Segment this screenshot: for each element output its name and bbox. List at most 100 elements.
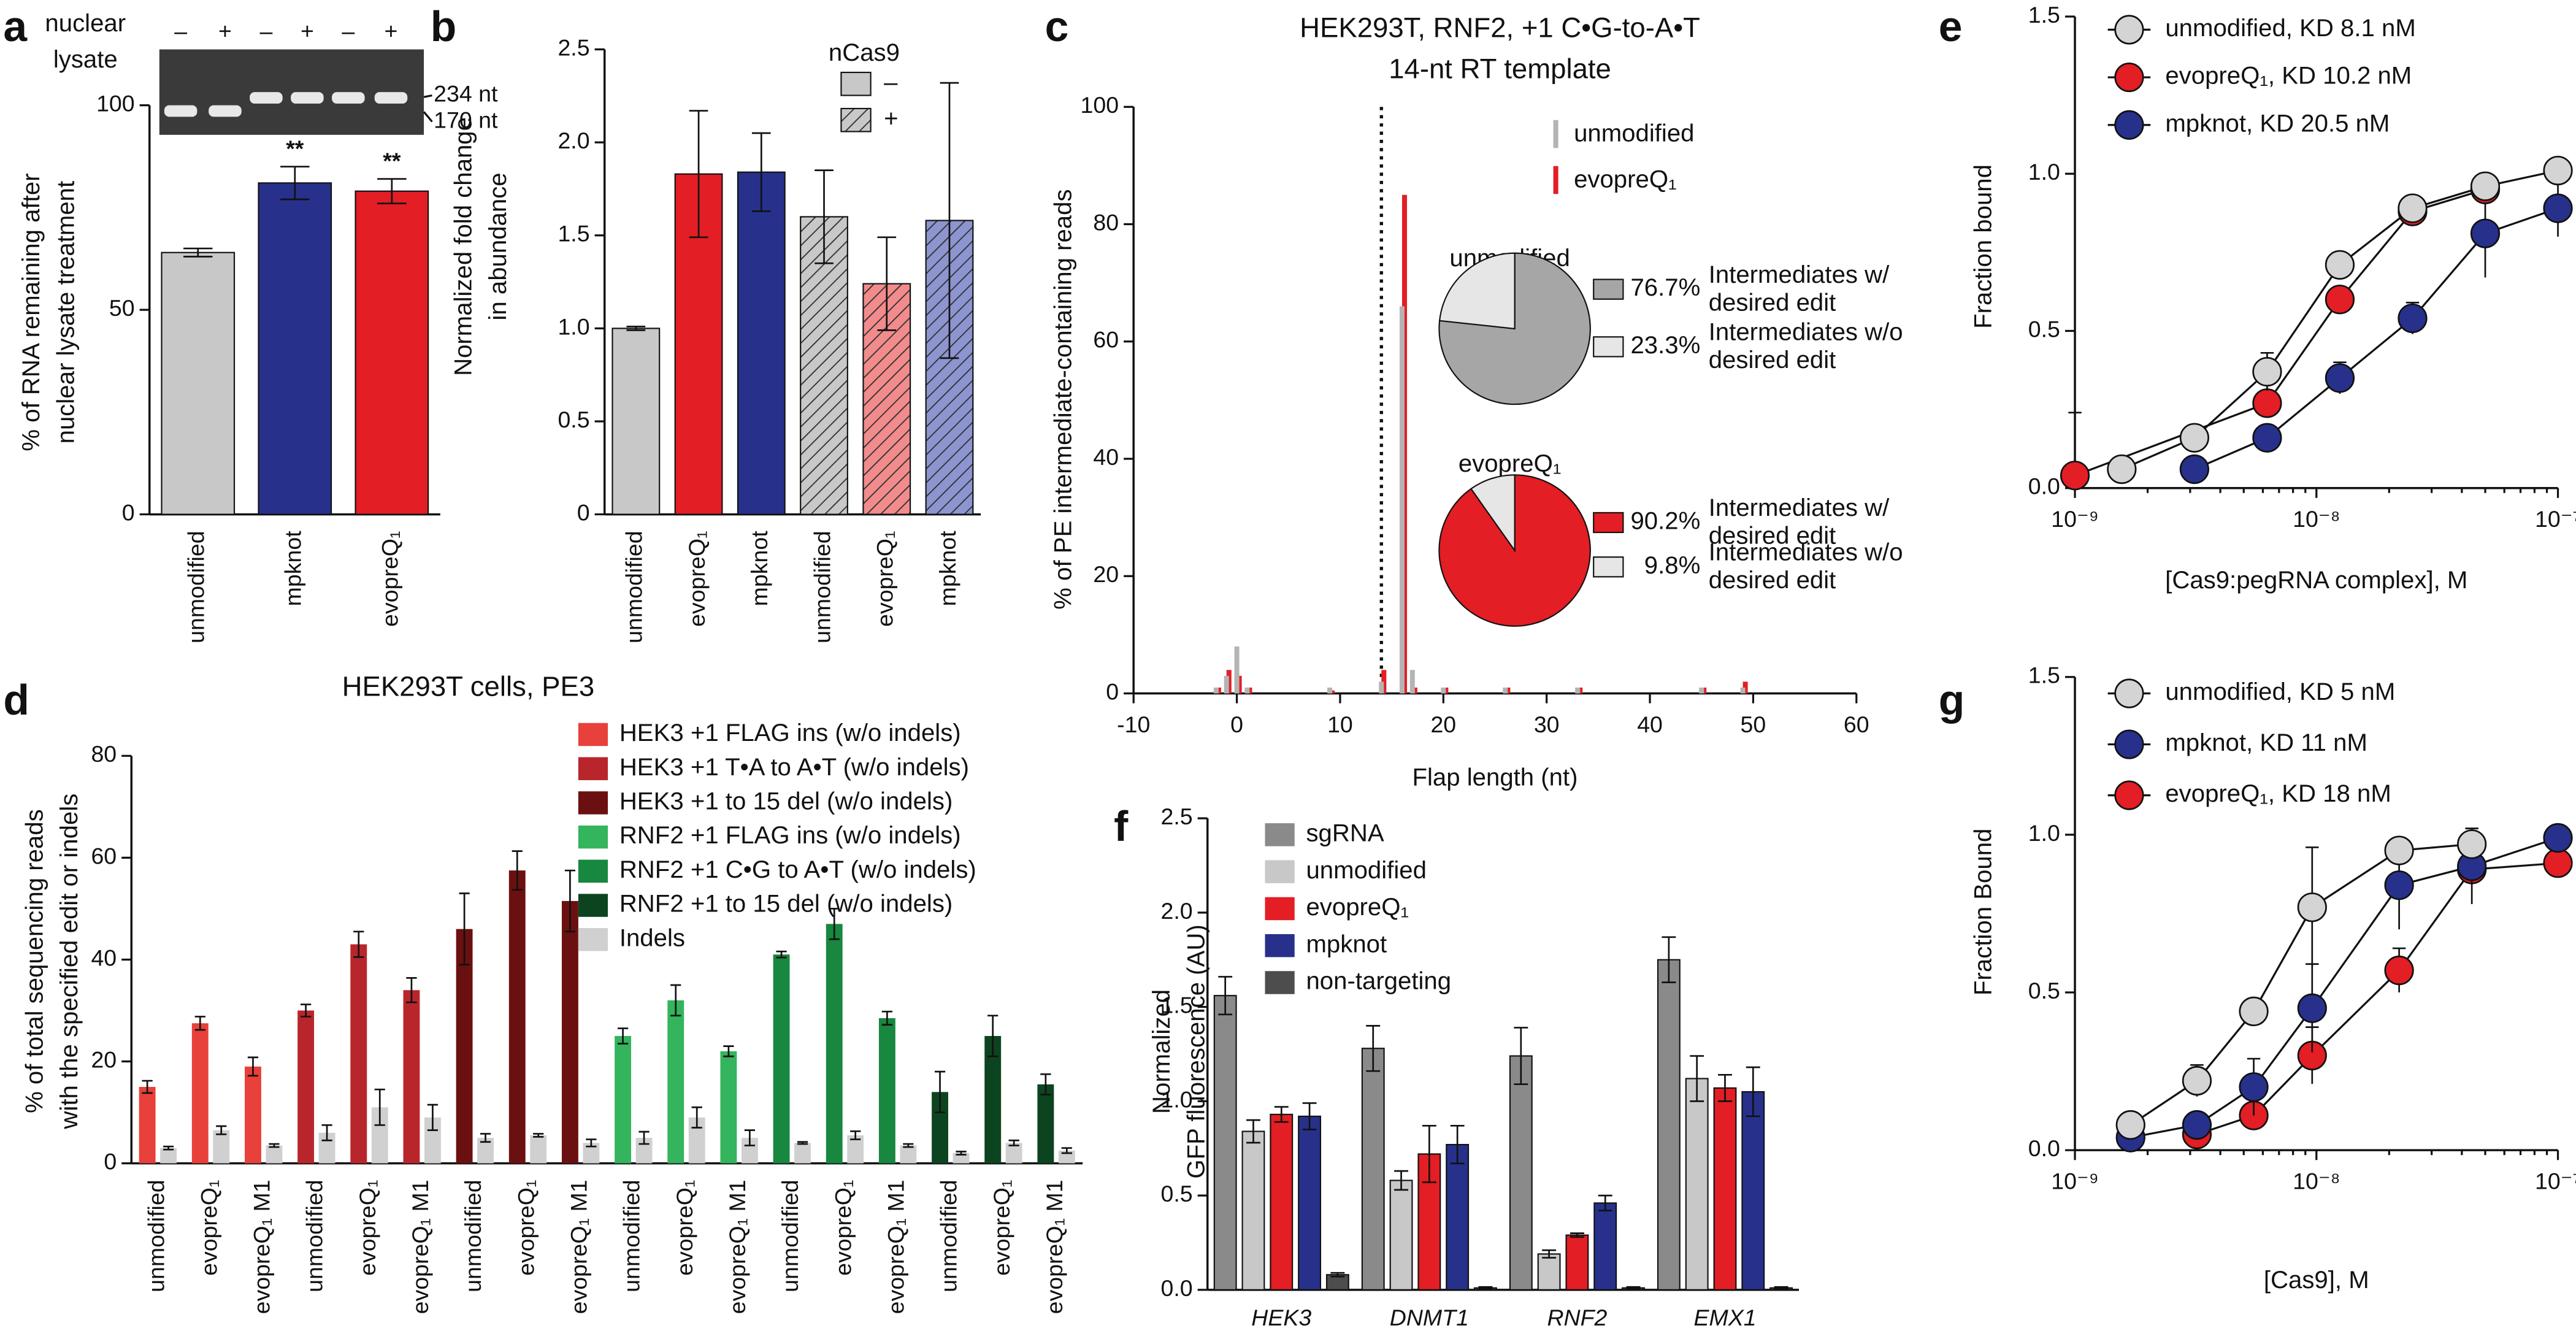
legend-label: non-targeting (1306, 967, 1451, 995)
panel-label: b (431, 2, 457, 50)
error-bar (744, 1129, 755, 1146)
bar (1399, 306, 1405, 694)
curve (2194, 207, 2559, 470)
error-bar (1366, 1025, 1381, 1072)
x-tick-label: RNF2 (1547, 1305, 1607, 1330)
panel-label: e (1939, 2, 1963, 50)
x-tick-label: evopreQ₁ M1 (566, 1179, 592, 1314)
legend-label: mpknot, KD 20.5 nM (2165, 109, 2390, 137)
error-bar (850, 1130, 861, 1140)
bar (615, 1036, 632, 1164)
y-tick-label: 1.5 (1161, 992, 1193, 1018)
y-tick-label: 50 (109, 295, 135, 321)
x-tick-label: evopreQ₁ (355, 1179, 380, 1275)
error-bar (300, 1003, 312, 1018)
y-tick-label: 1.0 (2028, 159, 2060, 185)
x-tick-label: 10⁻⁸ (2293, 1168, 2340, 1194)
x-tick-label: unmodified (809, 531, 835, 643)
error-bar (377, 178, 407, 205)
x-tick-label: evopreQ₁ (830, 1179, 856, 1275)
x-tick-label: evopreQ₁ (684, 531, 710, 626)
gel-band (250, 92, 283, 104)
error-bar (1542, 1249, 1557, 1259)
bar (1241, 1130, 1265, 1291)
x-tick-label: unmodified (143, 1179, 169, 1292)
y-tick-label: 0 (1106, 678, 1119, 704)
x-tick-label: evopreQ₁ M1 (249, 1179, 275, 1314)
error-bar (815, 169, 834, 264)
x-tick-label: evopreQ₁ M1 (407, 1179, 433, 1314)
y-tick-label: 1.5 (2028, 662, 2060, 688)
y-tick-label: 0 (577, 499, 590, 525)
curve (2129, 843, 2472, 1126)
x-tick-label: 60 (1844, 712, 1869, 737)
legend-swatch (578, 894, 608, 917)
point (2543, 848, 2573, 878)
point (2384, 955, 2414, 986)
x-tick-label: HEK3 (1251, 1305, 1311, 1330)
legend-label: HEK3 +1 to 15 del (w/o indels) (619, 788, 953, 815)
error-bar (723, 1045, 734, 1057)
legend-swatch (1265, 934, 1295, 957)
y-tick-label: 0 (122, 499, 135, 525)
x-tick-label: evopreQ₁ (377, 531, 403, 626)
bar (245, 1066, 261, 1164)
point (2297, 993, 2327, 1023)
bar (1741, 1091, 1765, 1291)
bar (355, 190, 429, 515)
legend-swatch (1265, 971, 1295, 994)
x-tick-label: unmodified (460, 1179, 486, 1292)
error-bar (1422, 1124, 1436, 1183)
bar (1213, 995, 1237, 1291)
y-tick-label: 40 (91, 945, 117, 970)
x-tick-label: 10 (1327, 712, 1353, 737)
legend-label: RNF2 +1 FLAG ins (w/o indels) (619, 821, 961, 849)
y-tick-label: 1.5 (2028, 2, 2060, 28)
point (2543, 823, 2573, 853)
error-bar (1061, 1147, 1072, 1154)
x-tick-label: evopreQ₁ (513, 1179, 539, 1275)
y-tick-label: 0.0 (1161, 1275, 1193, 1301)
bar (1298, 1115, 1322, 1291)
bar (456, 929, 473, 1164)
x-tick-label: unmodified (302, 1179, 328, 1292)
legend-label: HEK3 +1 T•A to A•T (w/o indels) (619, 753, 969, 781)
point (2107, 454, 2137, 485)
significance: ** (383, 148, 401, 174)
legend-swatch (578, 723, 608, 746)
legend-label: + (884, 104, 898, 132)
y-tick-label: 60 (1093, 327, 1119, 353)
curve (2121, 169, 2558, 470)
y-axis-label: % of RNA remaining after (17, 174, 45, 451)
bar (530, 1135, 547, 1164)
legend-swatch (1265, 897, 1295, 921)
point (2470, 218, 2501, 248)
legend-label: RNF2 +1 C•G to A•T (w/o indels) (619, 856, 976, 883)
y-tick-label: 0.5 (2028, 978, 2060, 1003)
chart-title: HEK293T, RNF2, +1 C•G-to-A•T (1300, 12, 1700, 43)
bar (611, 328, 661, 515)
bar (1537, 1253, 1561, 1291)
y-tick-label: 60 (91, 843, 117, 869)
y-axis-label: with the specified edit or indels (55, 794, 83, 1130)
legend-title: nCas9 (829, 39, 900, 66)
x-tick-label: 10⁻⁹ (2051, 1168, 2099, 1194)
bar (1740, 687, 1746, 694)
y-tick-label: 0.5 (1161, 1181, 1193, 1206)
bar (1213, 687, 1219, 694)
error-bar (751, 132, 771, 212)
x-tick-label: 30 (1534, 712, 1560, 737)
legend-swatch (2114, 729, 2144, 759)
error-bar (670, 984, 681, 1017)
inset-title: nuclear (45, 9, 126, 37)
error-bar (1394, 1170, 1409, 1191)
error-bar (877, 236, 897, 331)
bar (1593, 1202, 1617, 1291)
bar (900, 1145, 917, 1164)
legend-swatch (578, 825, 608, 849)
y-tick-label: 1.0 (2028, 820, 2060, 846)
bar (1270, 1113, 1294, 1291)
pie-label: Intermediates w/ (1709, 494, 1890, 521)
y-tick-label: 40 (1093, 444, 1119, 470)
pie-value-label: 90.2% (1630, 507, 1700, 535)
